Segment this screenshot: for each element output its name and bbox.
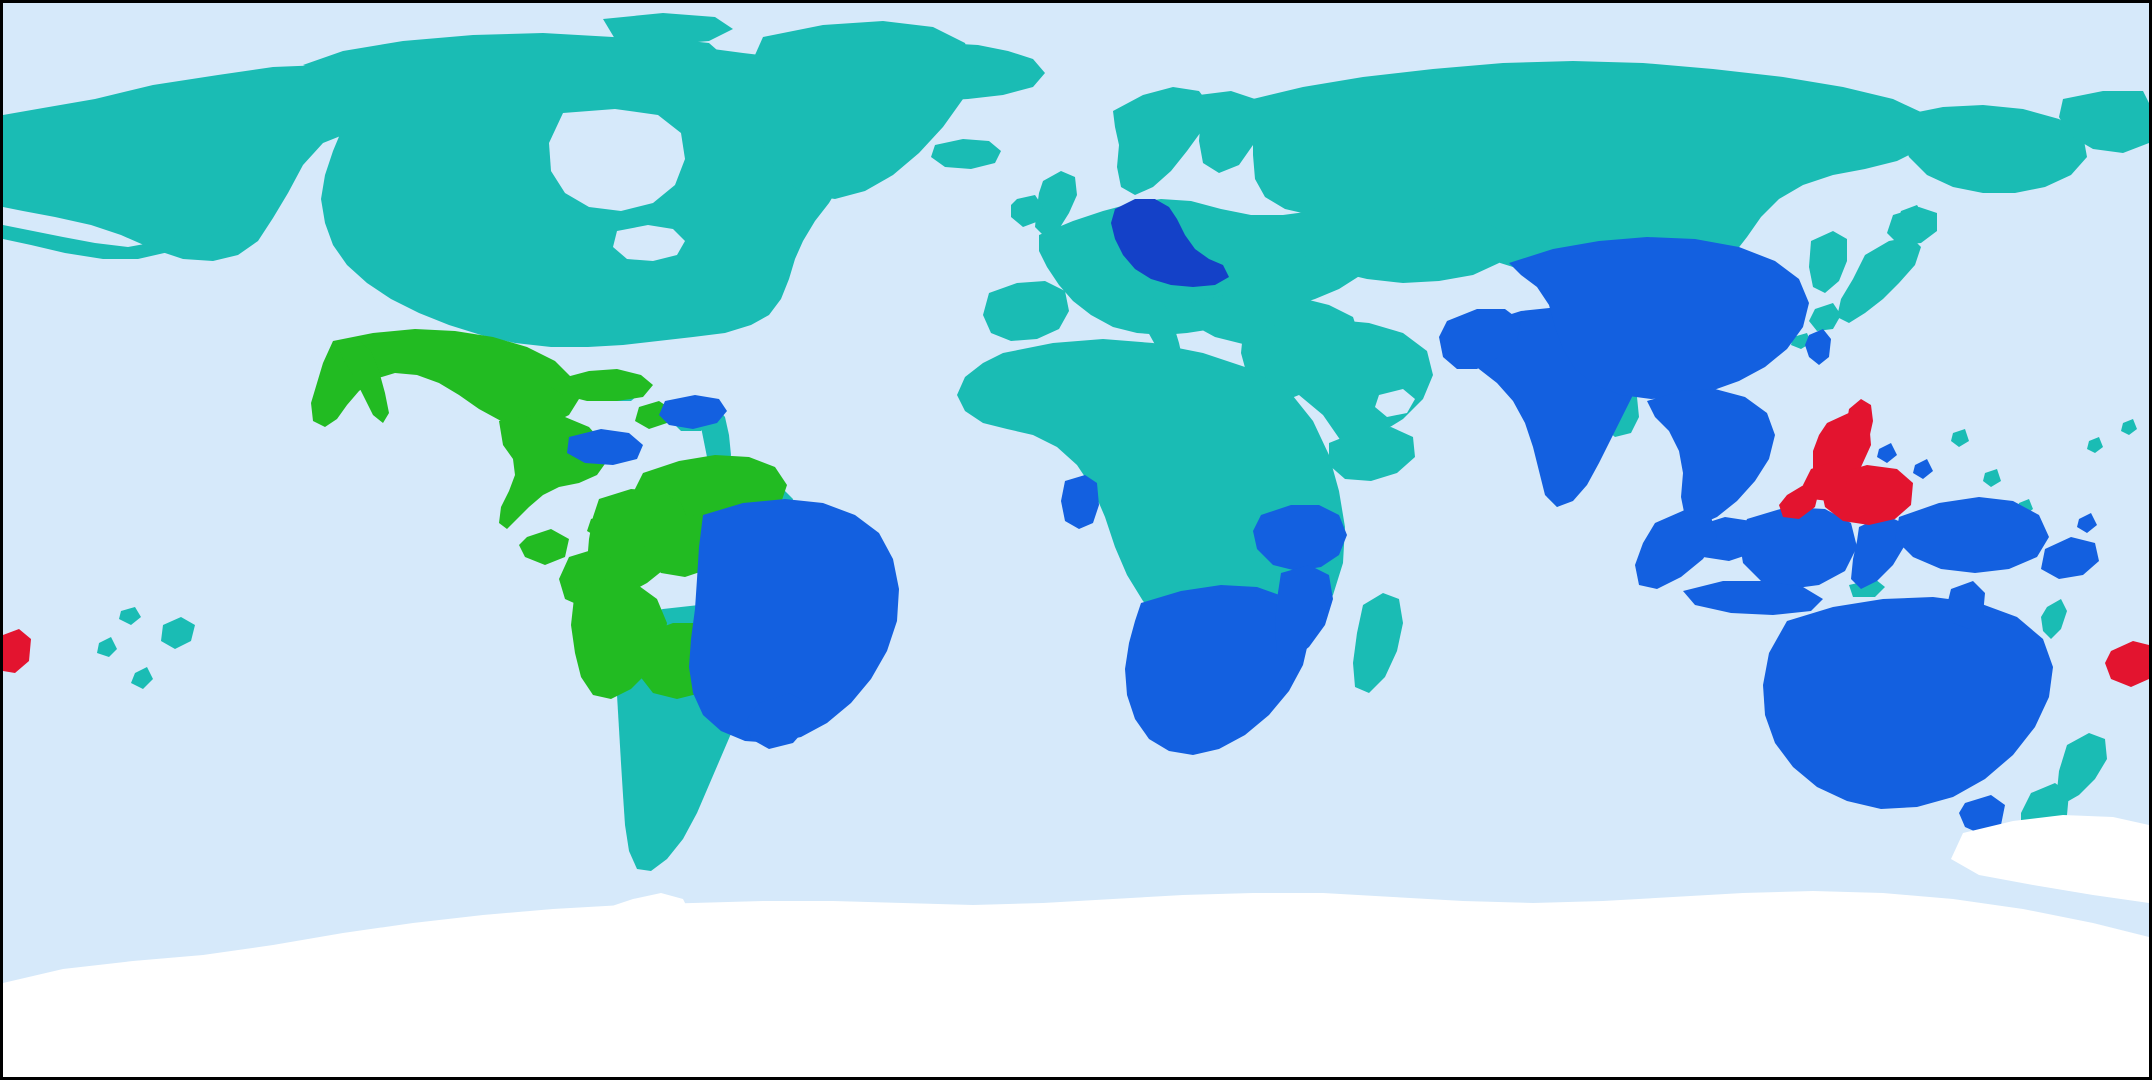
africa-main [957,339,1345,657]
country-vanuatu [2041,599,2067,639]
country-cuba [551,369,653,401]
central-asia [1295,205,1509,283]
country-madagascar [1353,593,1403,693]
chukotka [2059,91,2149,153]
australia-cape-york [1947,581,1985,629]
country-new-zealand [2057,733,2107,803]
pacific-small-islands-teal [1951,419,2137,515]
scandinavia [1113,87,1211,195]
country-tasmania [1959,795,2005,835]
indonesia-java [1683,581,1823,615]
country-alaska [3,65,401,261]
country-brazil [689,499,899,743]
indonesia-borneo [1739,507,1857,589]
country-kenya [1253,505,1347,571]
antarctica-group [3,815,2149,1077]
indonesia-sumatra [1635,509,1717,589]
country-japan [1837,237,1921,323]
antarctic-peninsula [603,893,691,937]
horn-of-africa [1329,427,1415,481]
victoria-island [473,35,573,69]
aleutian-islands [3,219,231,259]
japan-hokkaido [1887,207,1937,245]
country-mozambique [1275,565,1333,661]
country-taiwan [1805,329,1831,365]
country-pakistan [1439,309,1521,369]
philippines-palawan [1779,483,1819,519]
country-papua-new-guinea [1895,497,2049,573]
great-lakes [613,225,685,261]
country-australia [1763,597,2053,809]
country-mexico [311,329,579,427]
country-honduras [567,429,643,465]
southern-africa-block [1125,585,1309,755]
korea-peninsula [1809,231,1847,293]
country-group-blue [567,237,2099,835]
hawaii-islands [119,607,195,649]
country-germany-austria [1111,199,1229,287]
country-ghana [1061,475,1099,529]
arctic-archipelago [333,39,491,67]
country-group-darkblue [1111,199,1229,287]
country-group-red [3,399,2149,687]
persian-gulf [1375,389,1415,417]
baffin-island [621,39,725,85]
brazil-southeast-tip [747,693,809,749]
country-united-kingdom [1035,171,1077,237]
country-fiji-east [2105,641,2149,687]
indonesia-sulawesi [1851,515,1905,589]
japan-kyushu [1809,303,1841,331]
galapagos-islands [519,529,569,565]
country-china [1509,237,1809,399]
pacific-islands-left [97,637,153,689]
hudson-bay [549,109,685,211]
kamchatka [1901,105,2087,193]
country-ireland [1011,195,1043,227]
ellesmere-island [603,13,733,45]
country-greenland [751,21,975,199]
antarctic-ice-shelf-right [1951,815,2149,903]
country-fiji-west [3,629,31,673]
country-finland [1199,91,1261,173]
continent-antarctica [3,891,2149,1077]
country-dominican-republic [659,395,727,429]
world-map-svg [3,3,2149,1077]
solomon-islands [2041,537,2099,579]
baja-california [337,339,389,423]
indochina-blue [1647,389,1775,525]
country-iceland [931,139,1001,169]
iberian-peninsula [983,281,1069,341]
